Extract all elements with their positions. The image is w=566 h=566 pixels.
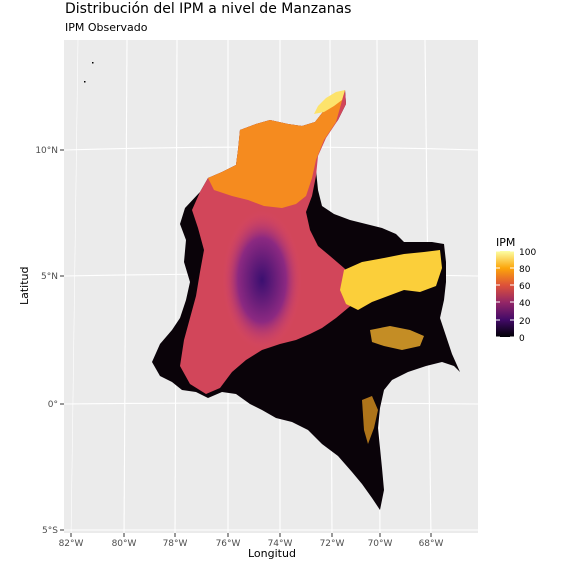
x-tick-label: 76°W: [216, 539, 241, 549]
island-dot: [84, 81, 86, 83]
legend-label: 60: [519, 282, 531, 292]
y-tick-labels: 10°N 5°N 0° 5°S: [35, 146, 58, 536]
x-tick-label: 80°W: [112, 539, 137, 549]
y-tick-label: 0°: [48, 400, 58, 410]
legend-ticks: [496, 250, 514, 338]
legend-title: IPM: [496, 236, 516, 249]
x-axis-label: Longitud: [248, 547, 296, 560]
map-region-north-tip: [314, 90, 345, 114]
y-axis-label: Latitud: [18, 266, 31, 305]
legend-colorbar: [496, 251, 514, 337]
map-andes-core: [222, 210, 302, 350]
y-tick-label: 10°N: [35, 146, 58, 156]
colombia-map: [84, 62, 460, 510]
legend-label: 20: [519, 317, 531, 327]
legend-label: 80: [519, 265, 531, 275]
legend-label: 100: [519, 248, 536, 258]
x-tick-label: 74°W: [268, 539, 293, 549]
x-tick-label: 82°W: [59, 539, 84, 549]
island-dot: [92, 62, 94, 64]
y-tick-label: 5°N: [41, 272, 58, 282]
map-region-amazon-patch: [370, 326, 424, 350]
chart-subtitle: IPM Observado: [65, 21, 148, 34]
legend-label: 40: [519, 299, 531, 309]
map-region-llanos: [340, 250, 442, 310]
x-tick-label: 68°W: [419, 539, 444, 549]
map-region-caribbean: [208, 90, 345, 208]
legend-label: 0: [519, 334, 525, 344]
legend-labels: 100 80 60 40 20 0: [519, 248, 536, 344]
x-tick-label: 72°W: [320, 539, 345, 549]
x-tick-labels: 82°W 80°W 78°W 76°W 74°W 72°W 70°W 68°W: [59, 539, 444, 549]
axis-ticks: [60, 149, 432, 537]
map-region-south-patch: [362, 396, 378, 444]
y-tick-label: 5°S: [42, 526, 58, 536]
chart-title: Distribución del IPM a nivel de Manzanas: [65, 1, 352, 17]
x-tick-label: 70°W: [368, 539, 393, 549]
x-tick-label: 78°W: [163, 539, 188, 549]
